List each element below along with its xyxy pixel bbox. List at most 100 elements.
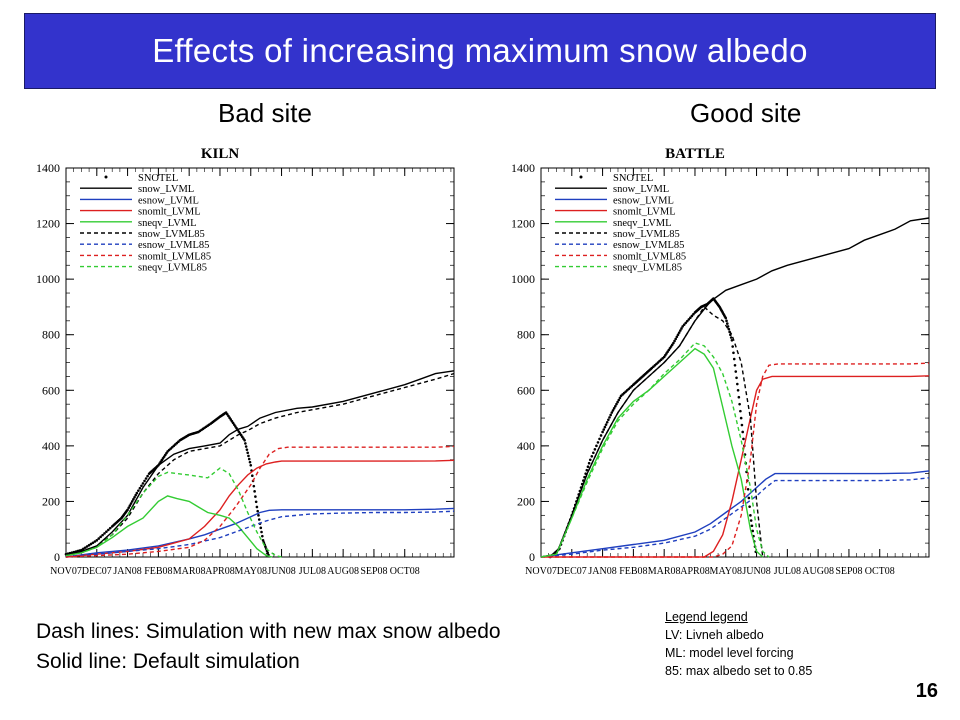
data-point [593, 448, 597, 451]
data-point [687, 318, 691, 321]
data-point [729, 336, 733, 339]
y-tick-label: 1000 [36, 272, 60, 286]
data-point [245, 448, 249, 451]
y-tick-label: 800 [42, 328, 60, 342]
data-point [738, 402, 741, 406]
data-point [103, 532, 106, 535]
legend-label: esnow_LVML85 [613, 240, 684, 251]
caption-dash-lines: Dash lines: Simulation with new max snow… [36, 620, 501, 643]
series-line-esnow_lvml [65, 507, 455, 558]
data-point [266, 551, 269, 555]
legend-label: esnow_LVML85 [138, 240, 209, 251]
data-point [95, 539, 99, 542]
legend-label: SNOTEL [613, 173, 653, 184]
data-point [731, 345, 734, 348]
series-line-sneqv_lvml85 [540, 342, 770, 558]
series-line-sneqv_lvml85 [65, 467, 282, 558]
data-point [749, 519, 753, 522]
data-point [585, 468, 589, 472]
x-tick-label: NOV07 [525, 566, 557, 577]
data-point [587, 461, 591, 465]
legend-legend-item: ML: model level forcing [665, 646, 794, 660]
x-tick-label: JUL08 [774, 566, 801, 577]
x-tick-label: MAY08 [235, 566, 267, 577]
series-line-snomlt_lvml [65, 459, 455, 558]
plot-frame [540, 167, 930, 558]
data-point [246, 451, 249, 455]
x-tick-label: SEP08 [360, 566, 387, 577]
data-point [733, 363, 737, 367]
data-point [685, 319, 689, 323]
data-point [613, 404, 617, 408]
legend-label: snomlt_LVML85 [613, 251, 686, 262]
legend-legend-item: LV: Livneh albedo [665, 628, 764, 642]
data-point [130, 500, 134, 503]
x-tick-label: JAN08 [113, 566, 141, 577]
x-tick-label: JUL08 [299, 566, 326, 577]
chart-battle: BATTLE 0 200 400 600 800 1000 1200 1400 NOV07 DEC0… [511, 146, 930, 577]
data-point [603, 425, 607, 429]
x-tick-label: APR08 [205, 566, 234, 577]
data-point [739, 416, 743, 420]
data-point [128, 504, 132, 507]
data-point [746, 487, 750, 491]
data-point [126, 508, 129, 512]
x-tick-label: FEB08 [144, 566, 172, 577]
data-point [256, 509, 259, 513]
series-line-snow_lvml [540, 217, 930, 558]
y-tick-label: 200 [42, 494, 60, 508]
data-point [247, 454, 250, 458]
legend-label: sneqv_LVML85 [613, 263, 682, 274]
data-point [588, 458, 592, 462]
legend-label: snow_LVML85 [613, 229, 680, 240]
data-point [612, 407, 616, 410]
data-point [618, 396, 622, 400]
y-tick-label: 600 [517, 383, 535, 397]
data-point [254, 495, 257, 498]
data-point [134, 493, 137, 497]
data-point [140, 484, 143, 488]
x-tick-label: APR08 [680, 566, 709, 577]
data-point [244, 442, 247, 445]
data-point [674, 337, 678, 341]
x-tick-label: FEB08 [619, 566, 647, 577]
x-tick-label: OCT08 [865, 566, 895, 577]
data-point [253, 490, 256, 493]
data-point [107, 528, 110, 532]
legend-label: sneqv_LVML [613, 218, 672, 229]
data-point [247, 457, 251, 461]
bad-site-label: Bad site [218, 98, 312, 128]
data-point [742, 437, 745, 441]
data-point [590, 454, 594, 458]
data-point [93, 540, 97, 543]
legend-label: snow_LVML85 [138, 229, 205, 240]
x-tick-label: DEC07 [557, 566, 587, 577]
data-point [676, 333, 680, 337]
data-point [751, 529, 755, 533]
data-point [135, 491, 139, 495]
series-line-esnow_lvml [540, 470, 930, 558]
data-point [611, 409, 615, 412]
data-point [85, 545, 89, 548]
legend-marker [104, 175, 108, 179]
series-line-snomlt_lvml85 [541, 362, 930, 558]
data-point [251, 474, 254, 478]
x-tick-label: JAN08 [588, 566, 616, 577]
data-point [734, 370, 738, 373]
y-tick-label: 800 [517, 328, 535, 342]
data-point [261, 539, 265, 542]
data-point [249, 464, 253, 467]
x-tick-label: AUG08 [802, 566, 834, 577]
y-tick-label: 0 [54, 550, 60, 564]
data-point [87, 543, 91, 547]
data-point [99, 535, 102, 539]
data-point [255, 505, 259, 509]
data-point [725, 319, 728, 323]
series-line-sneqv_lvml [540, 347, 764, 558]
data-point [254, 500, 258, 504]
data-point [726, 322, 729, 325]
legend-legend-item: 85: max albedo set to 0.85 [665, 664, 813, 678]
title-bar: Effects of increasing maximum snow albed… [24, 13, 936, 89]
data-point [610, 411, 614, 414]
data-point [680, 327, 683, 330]
